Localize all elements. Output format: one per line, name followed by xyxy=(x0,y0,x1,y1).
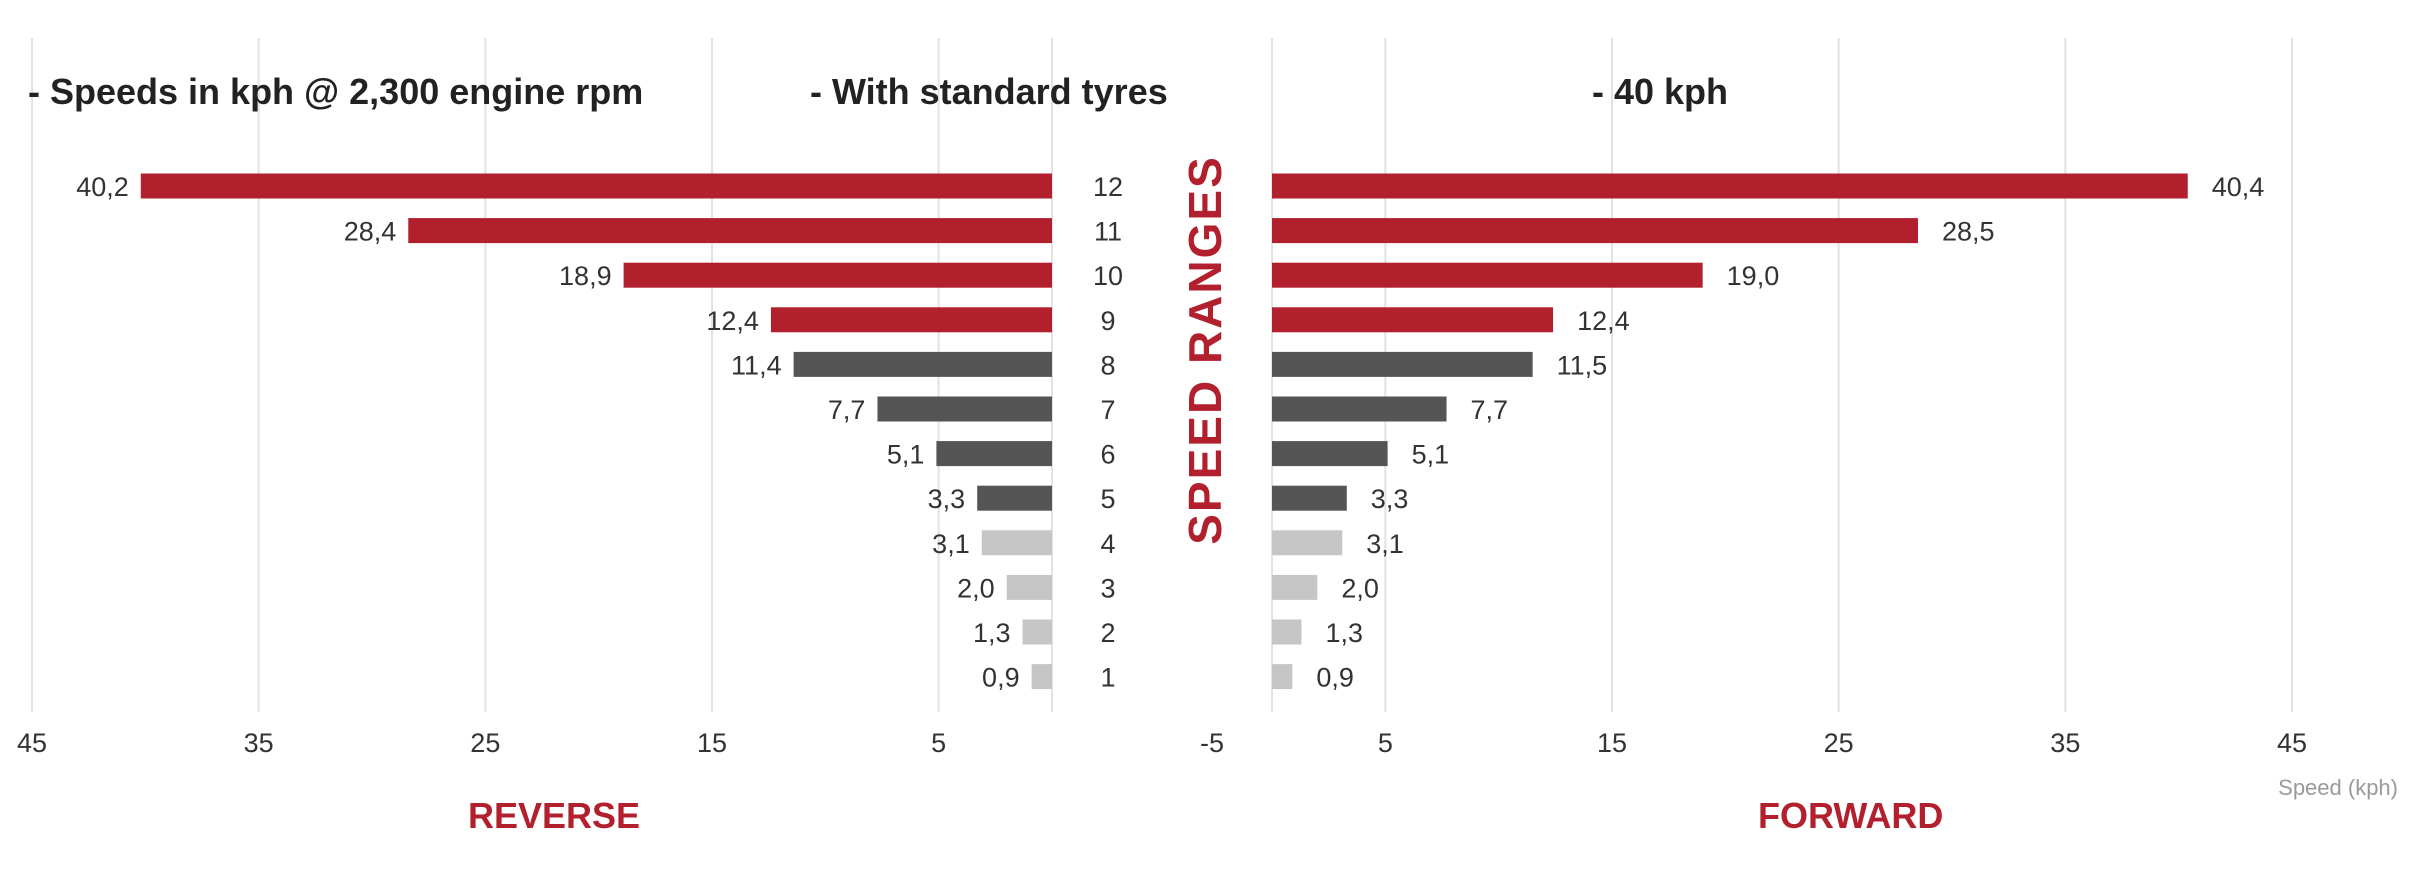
reverse-bar xyxy=(977,485,1052,511)
forward-bar xyxy=(1272,574,1318,600)
range-label: 11 xyxy=(1094,217,1122,247)
x-tick-label: 15 xyxy=(697,728,727,758)
forward-value-label: 2,0 xyxy=(1341,573,1379,603)
forward-value-label: 28,5 xyxy=(1942,217,1995,247)
forward-value-label: 5,1 xyxy=(1412,440,1450,470)
forward-value-label: 12,4 xyxy=(1577,306,1630,336)
range-label: 2 xyxy=(1100,618,1115,648)
x-tick-label: 45 xyxy=(2277,728,2307,758)
forward-bar xyxy=(1272,485,1347,511)
reverse-value-label: 40,2 xyxy=(76,172,129,202)
forward-value-label: 1,3 xyxy=(1325,618,1363,648)
forward-value-label: 11,5 xyxy=(1557,350,1608,380)
forward-bar xyxy=(1272,307,1554,333)
reverse-value-label: 3,3 xyxy=(928,484,966,514)
forward-bar xyxy=(1272,396,1447,422)
range-label: 12 xyxy=(1093,172,1123,202)
gridlines xyxy=(31,38,2293,712)
forward-bar xyxy=(1272,262,1703,288)
reverse-bar xyxy=(1031,664,1052,690)
x-tick-label: 45 xyxy=(17,728,47,758)
reverse-bar xyxy=(408,218,1052,244)
forward-bar xyxy=(1272,218,1918,244)
range-label: 5 xyxy=(1100,484,1115,514)
reverse-label: REVERSE xyxy=(468,795,640,836)
reverse-bar xyxy=(770,307,1052,333)
x-tick-label: 35 xyxy=(244,728,274,758)
x-tick-label: -5 xyxy=(1200,728,1224,758)
forward-bar xyxy=(1272,530,1343,556)
x-tick-label: 35 xyxy=(2050,728,2080,758)
x-tick-label: 5 xyxy=(931,728,946,758)
forward-bar xyxy=(1272,664,1293,690)
x-tick-label: 5 xyxy=(1378,728,1393,758)
forward-bar xyxy=(1272,173,2188,199)
header-note-max-speed: - 40 kph xyxy=(1592,71,1728,112)
reverse-value-label: 18,9 xyxy=(559,261,612,291)
speed-ranges-label: SPEED RANGES xyxy=(1179,155,1231,545)
range-label: 10 xyxy=(1093,261,1123,291)
reverse-bar xyxy=(877,396,1052,422)
range-label: 8 xyxy=(1100,350,1115,380)
range-label: 9 xyxy=(1100,306,1115,336)
reverse-bar xyxy=(1022,619,1052,645)
reverse-value-label: 12,4 xyxy=(706,306,759,336)
value-labels-layer: 40,2 40,4 28,4 28,5 18,9 19,0 12,4 12,4 11,4 11,5… xyxy=(76,172,2264,693)
range-label: 7 xyxy=(1100,395,1115,425)
reverse-value-label: 11,4 xyxy=(731,350,782,380)
reverse-bar xyxy=(936,441,1052,467)
range-label: 4 xyxy=(1100,529,1115,559)
x-axis-label: Speed (kph) xyxy=(2278,775,2398,800)
x-tick-label: 25 xyxy=(470,728,500,758)
reverse-value-label: 28,4 xyxy=(344,217,397,247)
forward-bar xyxy=(1272,351,1533,377)
reverse-value-label: 7,7 xyxy=(828,395,866,425)
reverse-bar xyxy=(140,173,1053,199)
forward-value-label: 40,4 xyxy=(2212,172,2265,202)
range-labels-layer: 12 11 10 9 8 7 6 5 4 3 2 1 xyxy=(1093,172,1123,693)
range-label: 6 xyxy=(1100,440,1115,470)
reverse-bar xyxy=(623,262,1052,288)
forward-value-label: 19,0 xyxy=(1727,261,1780,291)
forward-value-label: 7,7 xyxy=(1471,395,1509,425)
forward-bar xyxy=(1272,619,1302,645)
forward-value-label: 3,3 xyxy=(1371,484,1409,514)
reverse-value-label: 3,1 xyxy=(932,529,970,559)
x-tick-label: 15 xyxy=(1597,728,1627,758)
reverse-bar xyxy=(1006,574,1052,600)
reverse-value-label: 0,9 xyxy=(982,663,1020,693)
forward-bar xyxy=(1272,441,1388,467)
reverse-value-label: 2,0 xyxy=(957,573,995,603)
reverse-value-label: 5,1 xyxy=(887,440,925,470)
range-label: 1 xyxy=(1100,663,1115,693)
bars-layer xyxy=(140,173,2188,690)
x-tick-label: 25 xyxy=(1824,728,1854,758)
header-note-rpm: - Speeds in kph @ 2,300 engine rpm xyxy=(28,71,643,112)
forward-label: FORWARD xyxy=(1758,795,1943,836)
reverse-bar xyxy=(981,530,1052,556)
forward-value-label: 0,9 xyxy=(1316,663,1354,693)
x-axis-ticks: 45 35 25 15 5 -5 5 15 25 35 45 xyxy=(17,728,2307,758)
header-note-tyres: - With standard tyres xyxy=(810,71,1168,112)
reverse-value-label: 1,3 xyxy=(973,618,1011,648)
forward-value-label: 3,1 xyxy=(1366,529,1404,559)
range-label: 3 xyxy=(1100,573,1115,603)
reverse-bar xyxy=(793,351,1052,377)
